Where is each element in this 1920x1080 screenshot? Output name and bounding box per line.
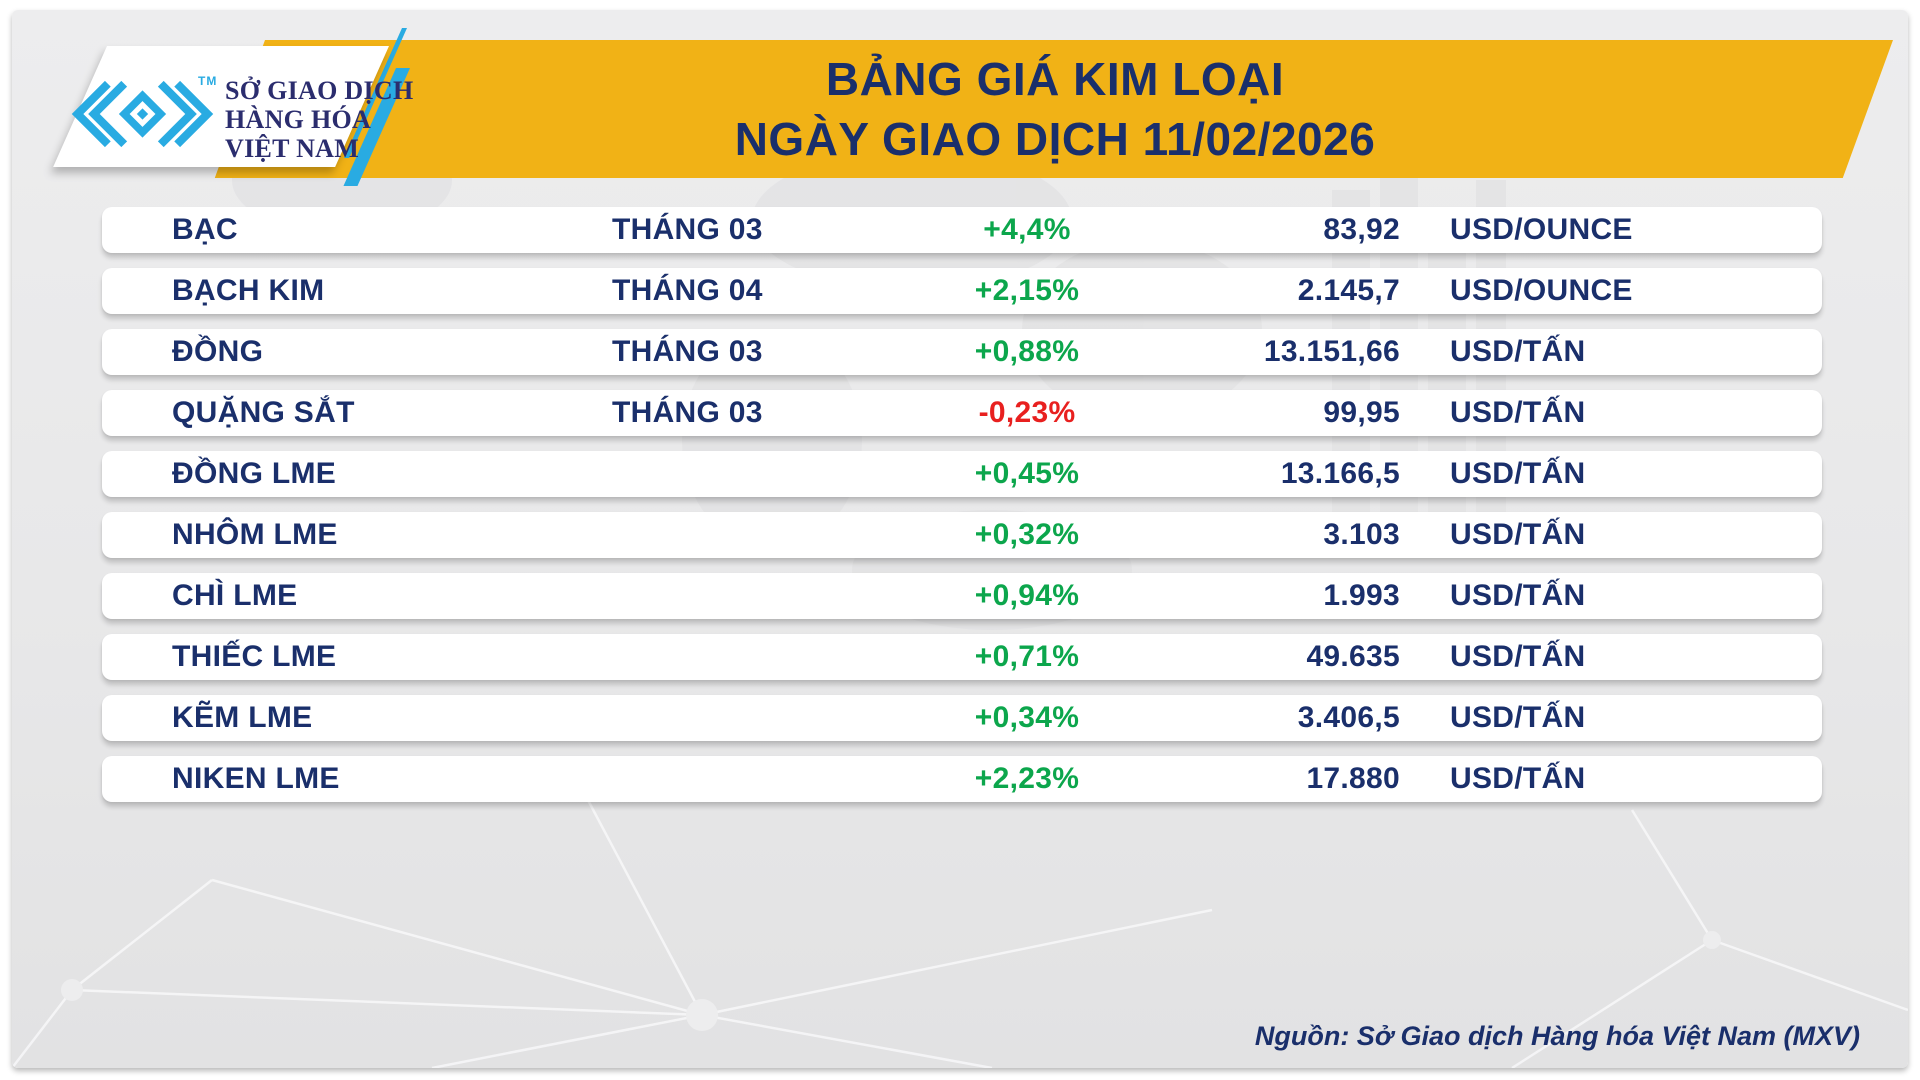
- price-unit: USD/TẤN: [1450, 396, 1586, 429]
- trademark-symbol: TM: [198, 74, 218, 88]
- commodity-name: ĐỒNG: [172, 335, 264, 368]
- price-value: 13.151,66: [1263, 335, 1400, 368]
- contract-month: THÁNG 03: [612, 213, 763, 246]
- price-value: 3.103: [1323, 518, 1400, 551]
- commodity-name: BẠC: [172, 213, 238, 246]
- table-row: ĐỒNG THÁNG 03 +0,88% 13.151,66 USD/TẤN: [102, 329, 1822, 375]
- price-table: BẠC THÁNG 03 +4,4% 83,92 USD/OUNCE BẠCH …: [102, 207, 1822, 817]
- commodity-name: BẠCH KIM: [172, 274, 325, 307]
- org-name: SỞ GIAO DỊCH HÀNG HÓA VIỆT NAM: [225, 76, 414, 163]
- commodity-name: THIẾC LME: [172, 640, 337, 673]
- table-row: BẠCH KIM THÁNG 04 +2,15% 2.145,7 USD/OUN…: [102, 268, 1822, 314]
- table-row: CHÌ LME +0,94% 1.993 USD/TẤN: [102, 573, 1822, 619]
- change-percent: +0,34%: [974, 701, 1080, 734]
- commodity-name: NIKEN LME: [172, 762, 340, 795]
- table-row: NHÔM LME +0,32% 3.103 USD/TẤN: [102, 512, 1822, 558]
- price-unit: USD/TẤN: [1450, 762, 1586, 795]
- price-unit: USD/TẤN: [1450, 579, 1586, 612]
- price-value: 13.166,5: [1280, 457, 1400, 490]
- commodity-name: QUẶNG SẮT: [172, 396, 355, 429]
- price-value: 99,95: [1323, 396, 1400, 429]
- price-value: 17.880: [1306, 762, 1400, 795]
- mxv-logo-icon: [71, 80, 214, 148]
- price-unit: USD/TẤN: [1450, 457, 1586, 490]
- page-title: BẢNG GIÁ KIM LOẠI: [825, 53, 1285, 105]
- org-name-line1: SỞ GIAO DỊCH: [225, 76, 414, 105]
- commodity-name: CHÌ LME: [172, 579, 298, 612]
- change-percent: +4,4%: [983, 213, 1071, 246]
- header-titles: BẢNG GIÁ KIM LOẠI NGÀY GIAO DỊCH 11/02/2…: [265, 40, 1845, 178]
- commodity-name: KẼM LME: [172, 701, 313, 734]
- contract-month: THÁNG 03: [612, 335, 763, 368]
- price-value: 49.635: [1306, 640, 1400, 673]
- price-unit: USD/TẤN: [1450, 335, 1586, 368]
- price-unit: USD/OUNCE: [1450, 213, 1633, 246]
- change-percent: +2,15%: [974, 274, 1080, 307]
- change-percent: +2,23%: [974, 762, 1080, 795]
- price-value: 83,92: [1323, 213, 1400, 246]
- price-value: 2.145,7: [1297, 274, 1400, 307]
- change-percent: +0,88%: [974, 335, 1080, 368]
- change-percent: -0,23%: [978, 396, 1076, 429]
- source-caption: Nguồn: Sở Giao dịch Hàng hóa Việt Nam (M…: [1254, 1021, 1860, 1051]
- change-percent: +0,45%: [974, 457, 1080, 490]
- change-percent: +0,71%: [974, 640, 1080, 673]
- price-unit: USD/TẤN: [1450, 640, 1586, 673]
- change-percent: +0,32%: [974, 518, 1080, 551]
- table-row: NIKEN LME +2,23% 17.880 USD/TẤN: [102, 756, 1822, 802]
- table-row: BẠC THÁNG 03 +4,4% 83,92 USD/OUNCE: [102, 207, 1822, 253]
- price-unit: USD/TẤN: [1450, 701, 1586, 734]
- commodity-name: NHÔM LME: [172, 518, 338, 551]
- infographic-canvas: BẢNG GIÁ KIM LOẠI NGÀY GIAO DỊCH 11/02/2…: [12, 10, 1908, 1068]
- table-row: KẼM LME +0,34% 3.406,5 USD/TẤN: [102, 695, 1822, 741]
- contract-month: THÁNG 03: [612, 396, 763, 429]
- org-name-line2: HÀNG HÓA: [225, 105, 372, 134]
- commodity-name: ĐỒNG LME: [172, 457, 337, 490]
- table-row: QUẶNG SẮT THÁNG 03 -0,23% 99,95 USD/TẤN: [102, 390, 1822, 436]
- price-value: 3.406,5: [1297, 701, 1400, 734]
- table-row: THIẾC LME +0,71% 49.635 USD/TẤN: [102, 634, 1822, 680]
- price-unit: USD/TẤN: [1450, 518, 1586, 551]
- price-value: 1.993: [1323, 579, 1400, 612]
- change-percent: +0,94%: [974, 579, 1080, 612]
- table-row: ĐỒNG LME +0,45% 13.166,5 USD/TẤN: [102, 451, 1822, 497]
- price-unit: USD/OUNCE: [1450, 274, 1633, 307]
- trading-date: NGÀY GIAO DỊCH 11/02/2026: [734, 113, 1376, 165]
- contract-month: THÁNG 04: [612, 274, 763, 307]
- org-name-line3: VIỆT NAM: [225, 134, 360, 163]
